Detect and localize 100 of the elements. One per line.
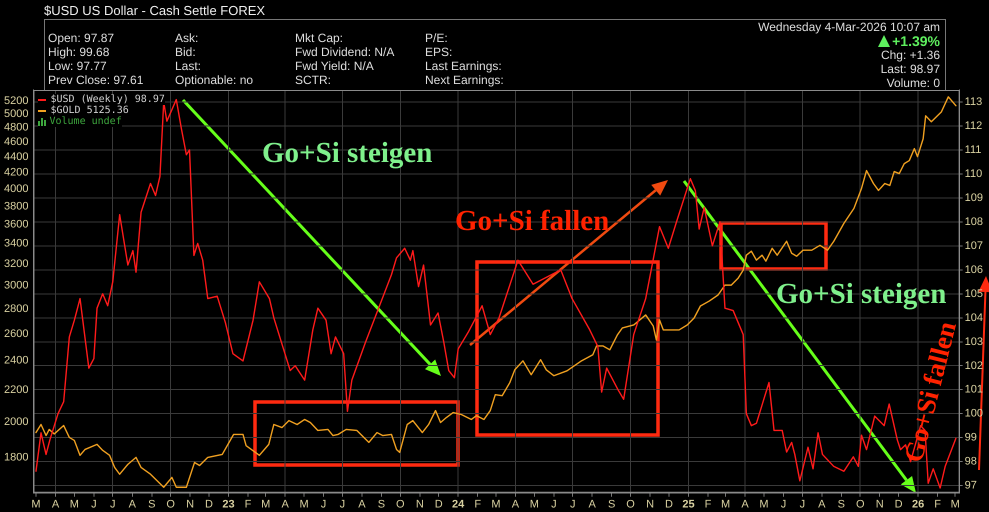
x-tick-label: 26: [912, 498, 924, 510]
text: Optionable: no: [175, 73, 254, 87]
y2-tick-label: 111: [964, 144, 982, 156]
text: Low: 97.77: [48, 59, 107, 73]
x-tick-label: D: [205, 498, 214, 510]
x-tick-label: O: [626, 498, 636, 510]
y-tick-label: 3800: [4, 200, 28, 212]
y-tick-label: 2400: [4, 354, 28, 367]
text: SCTR:: [295, 73, 331, 87]
y2-tick-label: 110: [964, 168, 982, 180]
y2-tick-label: 97: [964, 480, 977, 492]
text: Prev Close: 97.61: [48, 73, 144, 87]
y-tick-label: 4400: [4, 150, 28, 163]
x-tick-label: F: [704, 498, 712, 510]
y-tick-label: 3600: [4, 218, 28, 230]
x-tick-label: A: [741, 498, 750, 510]
annotation: Go+Si steigen: [262, 137, 432, 169]
x-tick-label: J: [340, 498, 346, 510]
x-tick-label: S: [608, 498, 616, 510]
x-tick-label: A: [512, 498, 520, 510]
x-tick-label: O: [166, 498, 176, 510]
y2-tick-label: 104: [964, 312, 984, 324]
annotation: Volume: 0: [886, 76, 940, 90]
x-tick-label: A: [818, 498, 826, 510]
text: Last Earnings:: [425, 59, 502, 73]
x-tick-label: M: [261, 498, 270, 510]
x-tick-label: M: [70, 498, 79, 510]
x-tick-label: A: [52, 498, 60, 510]
y2-tick-label: 109: [964, 192, 984, 204]
x-tick-label: J: [800, 498, 806, 510]
y-tick-label: 2600: [4, 328, 28, 340]
x-tick-label: A: [358, 498, 366, 510]
y-tick-label: 2000: [4, 416, 28, 428]
text: Fwd Yield: N/A: [295, 59, 374, 73]
y2-tick-label: 108: [964, 216, 984, 228]
y-tick-label: 3400: [4, 238, 28, 250]
y-tick-label: 4200: [4, 166, 28, 179]
text: Mkt Cap:: [295, 31, 344, 45]
x-tick-label: D: [434, 498, 443, 510]
text: Last:: [175, 59, 202, 73]
text: Next Earnings:: [425, 73, 504, 87]
text: +1.39%: [892, 33, 940, 49]
y2-tick-label: 112: [964, 120, 982, 132]
text: EPS:: [425, 45, 452, 59]
legend-label: $USD (Weekly) 98.97: [50, 94, 165, 105]
x-tick-label: D: [664, 498, 673, 510]
x-tick-label: M: [950, 498, 960, 510]
x-tick-label: A: [588, 498, 597, 510]
chart-title: $USD US Dollar - Cash Settle FOREX: [44, 3, 266, 18]
text: Fwd Dividend: N/A: [295, 45, 394, 59]
x-tick-label: J: [91, 498, 97, 510]
x-tick-label: F: [934, 498, 942, 510]
x-tick-label: O: [856, 498, 865, 510]
x-tick-label: F: [474, 498, 482, 510]
x-tick-label: O: [396, 498, 406, 510]
legend-label: $GOLD 5125.36: [50, 105, 129, 116]
y2-tick-label: 99: [964, 432, 977, 444]
y-tick-label: 3000: [4, 280, 28, 292]
x-tick-label: A: [128, 498, 137, 510]
y-tick-label: 5200: [4, 94, 28, 107]
y-tick-label: 4000: [4, 183, 28, 196]
y2-tick-label: 113: [964, 96, 982, 108]
x-tick-label: M: [31, 498, 41, 510]
x-tick-label: M: [491, 498, 501, 510]
annotation: Volume undef: [49, 116, 122, 127]
x-tick-label: M: [721, 498, 730, 510]
x-tick-label: 23: [222, 498, 235, 510]
x-tick-label: D: [894, 498, 903, 510]
annotation: Go+Si fallen: [898, 318, 962, 466]
x-tick-label: 24: [452, 498, 466, 510]
y-tick-label: 1800: [4, 451, 28, 464]
x-tick-label: S: [838, 498, 846, 510]
text: Bid:: [175, 45, 196, 59]
x-tick-label: S: [148, 498, 156, 510]
x-tick-label: M: [759, 498, 769, 510]
text: High: 99.68: [48, 45, 110, 59]
y-tick-label: 5000: [4, 108, 28, 120]
x-tick-label: J: [551, 498, 557, 510]
x-tick-label: 25: [682, 498, 695, 510]
y-tick-label: 4600: [4, 136, 28, 148]
y2-tick-label: 103: [964, 336, 984, 348]
y2-tick-label: 98: [964, 456, 977, 468]
x-tick-label: M: [530, 498, 539, 510]
text: Open: 97.87: [48, 31, 114, 45]
y-tick-label: 4800: [4, 122, 28, 134]
text: P/E:: [425, 31, 448, 45]
text: Ask:: [175, 31, 198, 45]
y-tick-label: 2800: [4, 302, 28, 315]
x-tick-label: A: [281, 498, 290, 510]
y2-tick-label: 107: [964, 240, 984, 252]
x-tick-label: N: [876, 498, 884, 510]
annotation: Go+Si steigen: [776, 278, 946, 310]
x-tick-label: J: [110, 498, 116, 510]
x-tick-label: N: [416, 498, 424, 510]
x-tick-label: J: [570, 498, 576, 510]
x-tick-label: M: [299, 498, 309, 510]
text: Last: 98.97: [880, 62, 940, 76]
text: Chg: +1.36: [880, 48, 940, 62]
x-tick-label: J: [320, 498, 326, 510]
x-tick-label: N: [646, 498, 654, 510]
